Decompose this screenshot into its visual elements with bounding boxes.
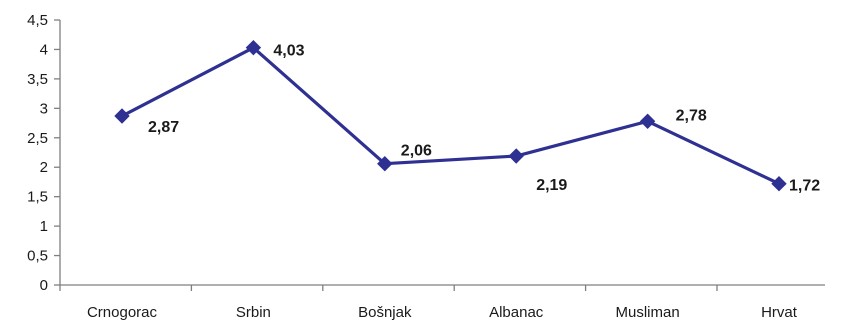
data-point: [771, 176, 787, 192]
data-label: 2,19: [536, 177, 567, 194]
x-tick-label: Hrvat: [761, 304, 798, 321]
data-label: 1,72: [789, 178, 820, 195]
data-point: [245, 39, 262, 56]
y-tick-label: 0: [40, 277, 48, 294]
y-axis-ticks: 0 0,5 1 1,5 2 2,5 3 3,5 4 4,5: [27, 12, 60, 294]
x-tick-label: Crnogorac: [87, 304, 158, 321]
series-markers: [114, 39, 787, 192]
axes: [59, 20, 825, 286]
data-point: [508, 148, 524, 164]
x-tick-label: Musliman: [616, 304, 680, 321]
data-label: 2,06: [401, 143, 432, 160]
data-point: [114, 108, 130, 124]
y-tick-label: 1,5: [27, 189, 48, 206]
data-label: 2,78: [676, 107, 707, 124]
data-point: [377, 155, 393, 172]
y-tick-label: 2,5: [27, 130, 48, 147]
x-tick-label: Bošnjak: [358, 304, 412, 321]
y-tick-label: 3: [40, 100, 48, 117]
data-label: 4,03: [273, 43, 304, 60]
y-tick-label: 1: [40, 218, 48, 235]
data-label: 2,87: [148, 119, 179, 136]
y-tick-label: 0,5: [27, 248, 48, 265]
x-tick-label: Albanac: [489, 304, 544, 321]
x-axis-ticks: Crnogorac Srbin Bošnjak Albanac Musliman Hrva…: [59, 285, 798, 321]
y-tick-label: 4: [40, 41, 48, 58]
x-tick-label: Srbin: [236, 304, 271, 321]
data-labels: 2,87 4,03 2,06 2,19 2,78 1,72: [148, 43, 820, 195]
y-tick-label: 2: [40, 159, 48, 176]
y-tick-label: 3,5: [27, 71, 48, 88]
y-tick-label: 4,5: [27, 12, 48, 29]
series-line: [121, 46, 780, 186]
series-line-layer: [121, 46, 780, 186]
data-point: [639, 113, 656, 129]
